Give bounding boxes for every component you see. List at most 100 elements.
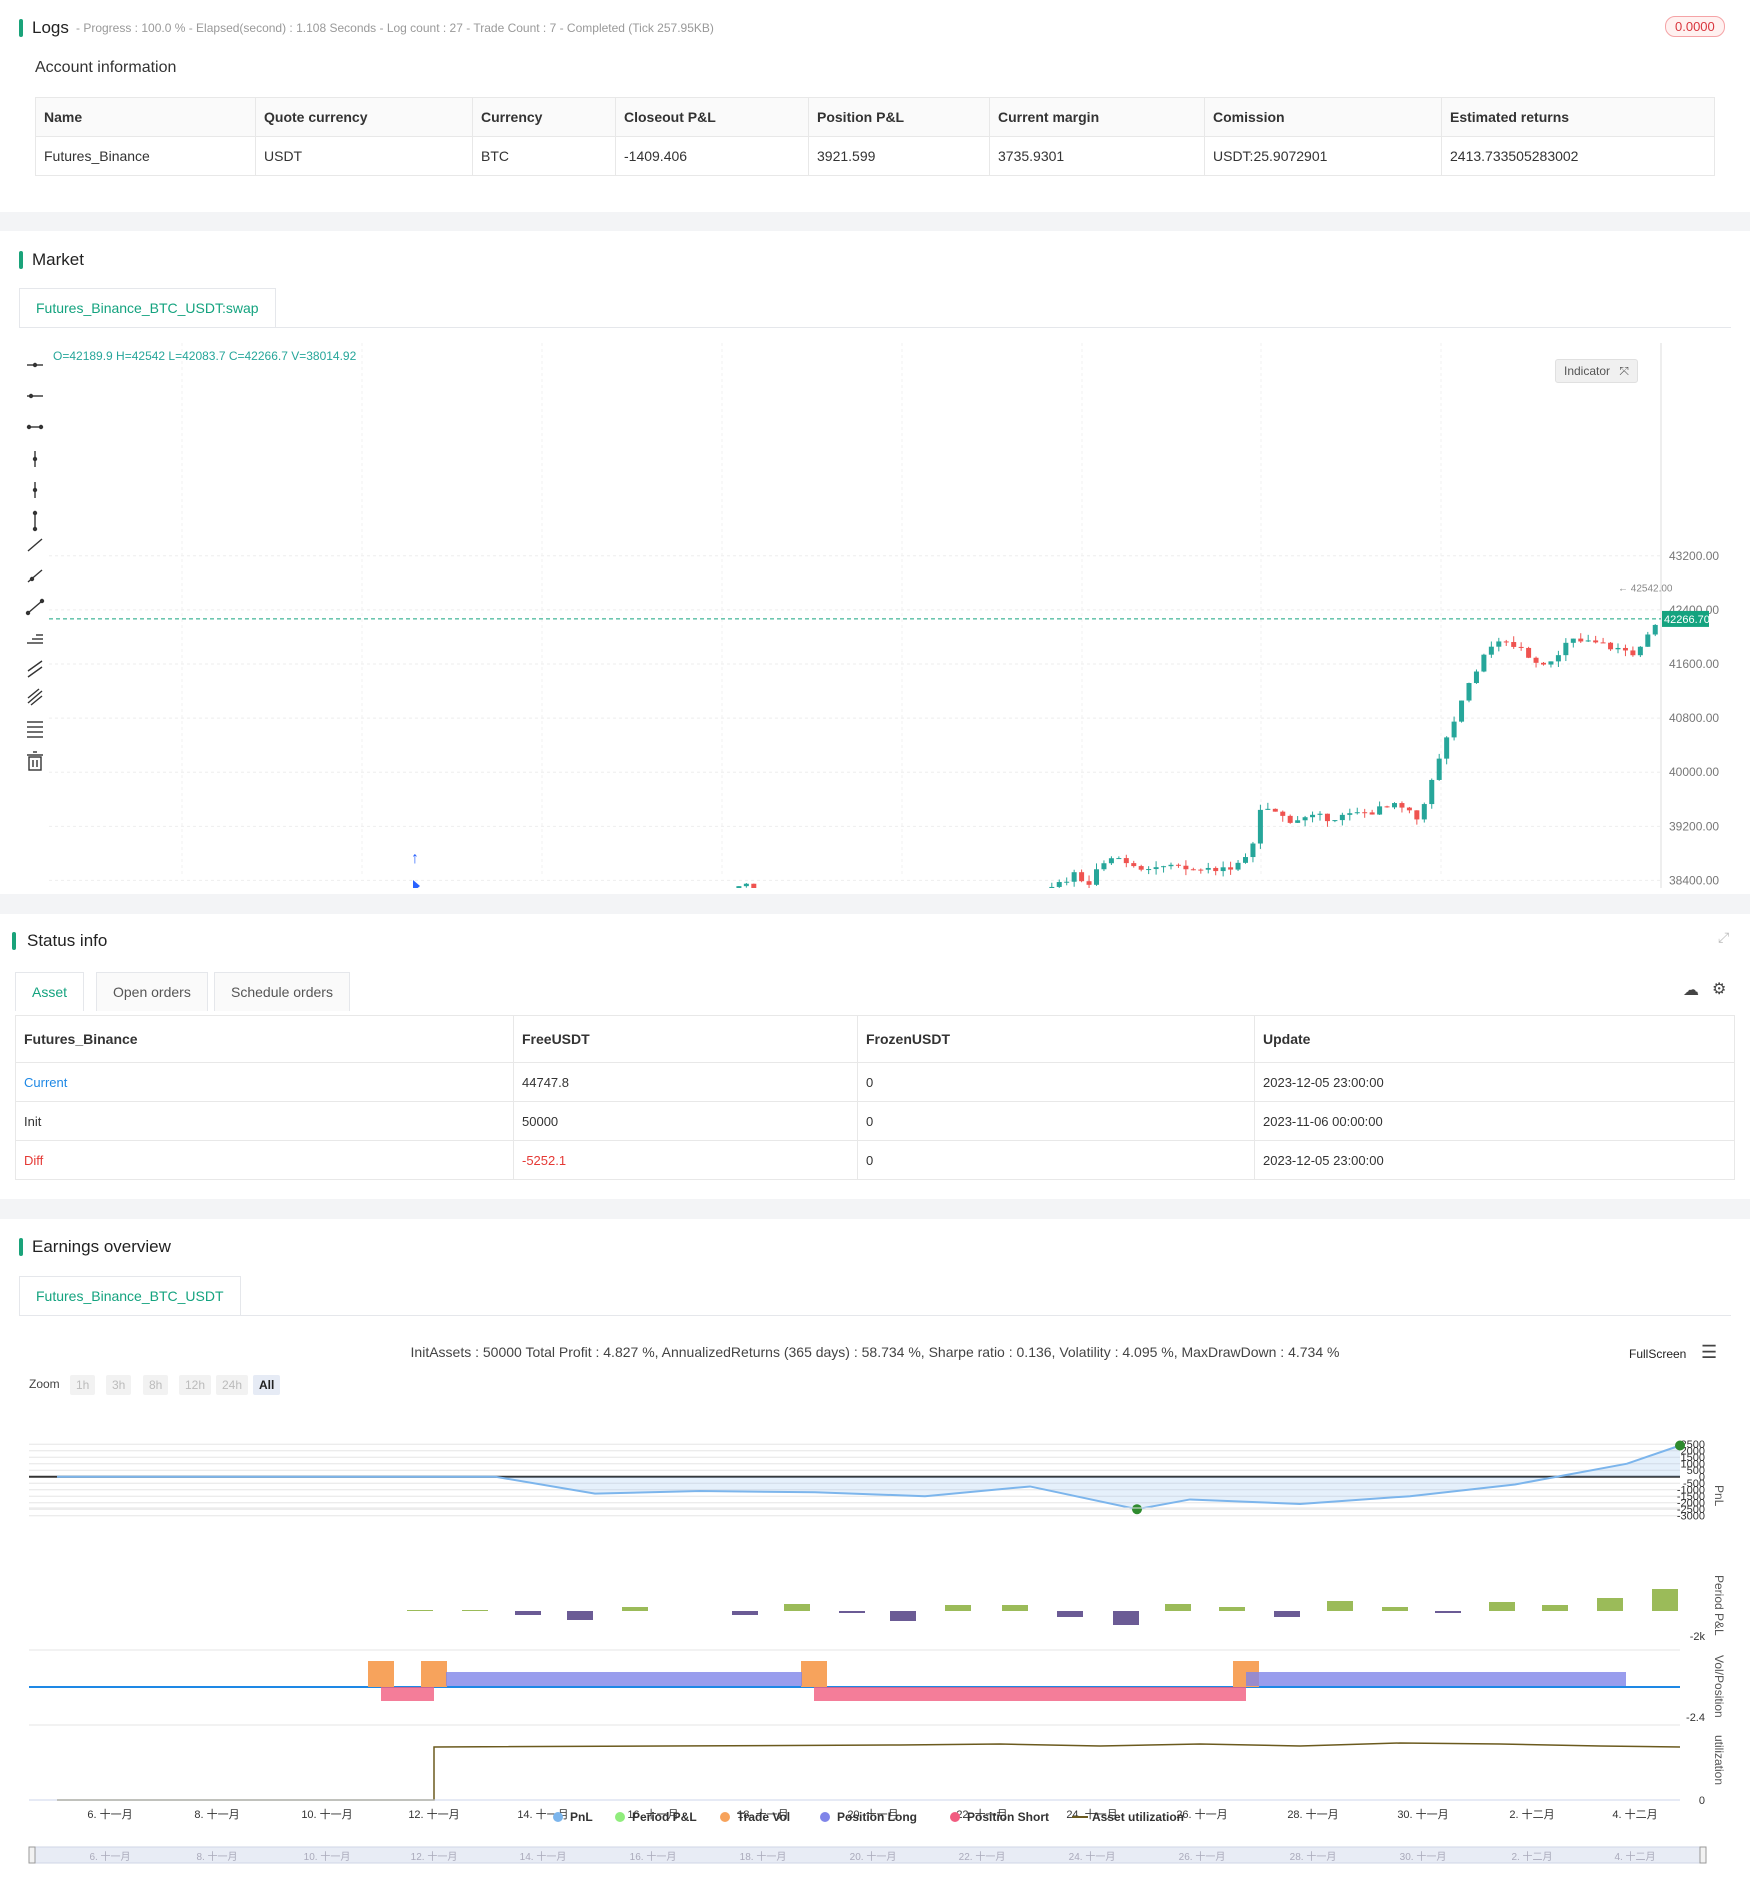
- navigator-label: 10. 十一月: [304, 1850, 351, 1863]
- x-axis-label: 4. 十二月: [1612, 1807, 1657, 1821]
- navigator-label: 24. 十一月: [1069, 1850, 1116, 1863]
- candle-body: [1094, 869, 1099, 885]
- period-pnl-bar: [1382, 1607, 1408, 1611]
- tab-market-symbol[interactable]: Futures_Binance_BTC_USDT:swap: [19, 288, 276, 327]
- vertical-ray-tool-icon: [32, 482, 38, 498]
- zoom-8h-button[interactable]: 8h: [143, 1375, 169, 1395]
- drawing-toolbar: [25, 362, 45, 771]
- candle-body: [1652, 624, 1658, 635]
- candle-body: [1101, 863, 1107, 870]
- navigator-label: 20. 十一月: [850, 1850, 897, 1863]
- tab-asset[interactable]: Asset: [15, 972, 85, 1011]
- candle-body: [1086, 881, 1092, 885]
- candle-body: [1354, 812, 1360, 814]
- tab-open-orders[interactable]: Open orders: [96, 972, 208, 1011]
- candle-body: [1399, 803, 1405, 808]
- x-axis-label: 22. 十一月: [956, 1807, 1007, 1821]
- navigator-label: 22. 十一月: [959, 1850, 1006, 1863]
- market-panel: Market Futures_Binance_BTC_USDT:swap O=4…: [0, 231, 1750, 894]
- pnl-min-point: [1132, 1504, 1142, 1515]
- candle-body: [1071, 872, 1077, 882]
- zoom-3h-button[interactable]: 3h: [106, 1375, 132, 1395]
- earnings-title: Earnings overview: [32, 1237, 171, 1256]
- candle-body: [1243, 857, 1248, 863]
- candle-body: [1310, 814, 1316, 818]
- candle-body: [1578, 638, 1584, 642]
- x-axis-label: 18. 十一月: [737, 1807, 788, 1821]
- candle-body: [1600, 642, 1606, 644]
- cloud-download-icon[interactable]: ☁: [1683, 982, 1699, 999]
- expand-icon: ⤧: [1619, 364, 1629, 378]
- cell: 2023-12-05 23:00:00: [1254, 1140, 1735, 1180]
- candle-body: [1473, 671, 1479, 684]
- candle-body: [1555, 655, 1561, 662]
- zoom-24h-button[interactable]: 24h: [216, 1375, 249, 1395]
- earnings-chart[interactable]: 25002000150010005000-500-1000-1500-2000-…: [0, 1405, 1750, 1899]
- candle-body: [1369, 812, 1375, 815]
- candle-body: [1421, 804, 1427, 820]
- period-pnl-bar: [1165, 1604, 1191, 1611]
- candle-body: [736, 886, 742, 888]
- navigator-label: 28. 十一月: [1290, 1850, 1337, 1863]
- candle-body: [1593, 640, 1599, 643]
- period-pnl-bar: [622, 1607, 648, 1611]
- fullscreen-button[interactable]: FullScreen: [1629, 1347, 1686, 1361]
- x-axis-label: 6. 十一月: [87, 1807, 132, 1821]
- entry-flag-icon: [413, 880, 420, 888]
- zoom-all-button[interactable]: All: [253, 1375, 281, 1395]
- zoom-1h-button[interactable]: 1h: [70, 1375, 96, 1395]
- candle-body: [1116, 858, 1122, 860]
- candle-body: [1257, 809, 1263, 844]
- navigator-label: 8. 十一月: [196, 1850, 237, 1863]
- col-commission: Comission: [1204, 97, 1442, 137]
- candle-body: [1302, 817, 1308, 821]
- candlestick-chart[interactable]: 43200.0042400.0041600.0040800.0040000.00…: [49, 343, 1730, 888]
- extended-line-tool-icon: [26, 424, 44, 430]
- chart-menu-icon[interactable]: ☰: [1701, 1342, 1718, 1362]
- candle-body: [1384, 806, 1390, 808]
- trade-vol-bar: [801, 1661, 827, 1687]
- zoom-label: Zoom: [29, 1377, 60, 1391]
- candle-body: [1228, 867, 1234, 870]
- maximize-icon[interactable]: ⤢: [1718, 929, 1730, 945]
- zoom-12h-button[interactable]: 12h: [179, 1375, 212, 1395]
- settings-gear-icon[interactable]: ⚙: [1712, 981, 1727, 998]
- status-accent: [12, 932, 16, 950]
- cell: 0: [857, 1140, 1255, 1180]
- period-pnl-bar: [945, 1605, 971, 1611]
- tab-schedule-orders[interactable]: Schedule orders: [214, 972, 350, 1011]
- trade-vol-bar: [368, 1674, 394, 1687]
- cell: 2023-12-05 23:00:00: [1254, 1062, 1735, 1102]
- col-exchange: Futures_Binance: [15, 1015, 514, 1063]
- x-axis-label: 20. 十一月: [847, 1807, 898, 1821]
- pitchfork-tool-icon: [27, 688, 43, 706]
- candle-body: [1175, 864, 1181, 866]
- candle-body: [1265, 808, 1271, 810]
- candle-body: [1436, 758, 1442, 780]
- price-axis-label: 40000.00: [1669, 765, 1719, 779]
- cell: 2023-11-06 00:00:00: [1254, 1101, 1735, 1141]
- util-axis-title: utilization: [1712, 1735, 1726, 1785]
- legend-item: Period P&L: [632, 1810, 697, 1824]
- x-axis-label: 12. 十一月: [408, 1807, 459, 1821]
- tab-earnings-symbol[interactable]: Futures_Binance_BTC_USDT: [19, 1276, 241, 1315]
- status-title: Status info: [27, 931, 108, 950]
- candle-body: [1332, 820, 1338, 822]
- legend-item: Trade Vol: [737, 1810, 790, 1824]
- col-closeout-pnl: Closeout P&L: [615, 97, 809, 137]
- period-pnl-bar: [1219, 1607, 1245, 1611]
- candle-body: [1347, 813, 1353, 815]
- vol-tick-label: -2.4: [1686, 1712, 1705, 1724]
- col-position-pnl: Position P&L: [808, 97, 990, 137]
- cell: 0: [857, 1062, 1255, 1102]
- candle-body: [1511, 642, 1517, 647]
- pnl-tick-label: -1000: [1677, 1485, 1705, 1497]
- parallel-channel-tool-icon: [27, 660, 43, 678]
- period-axis-title: Period P&L: [1712, 1575, 1726, 1636]
- navigator-label: 4. 十二月: [1614, 1850, 1655, 1863]
- cell: 3735.9301: [989, 136, 1205, 176]
- candle-body: [1645, 634, 1651, 647]
- trade-vol-bar: [421, 1661, 447, 1687]
- indicator-button[interactable]: Indicator ⤧: [1555, 359, 1638, 383]
- logs-accent: [19, 19, 23, 37]
